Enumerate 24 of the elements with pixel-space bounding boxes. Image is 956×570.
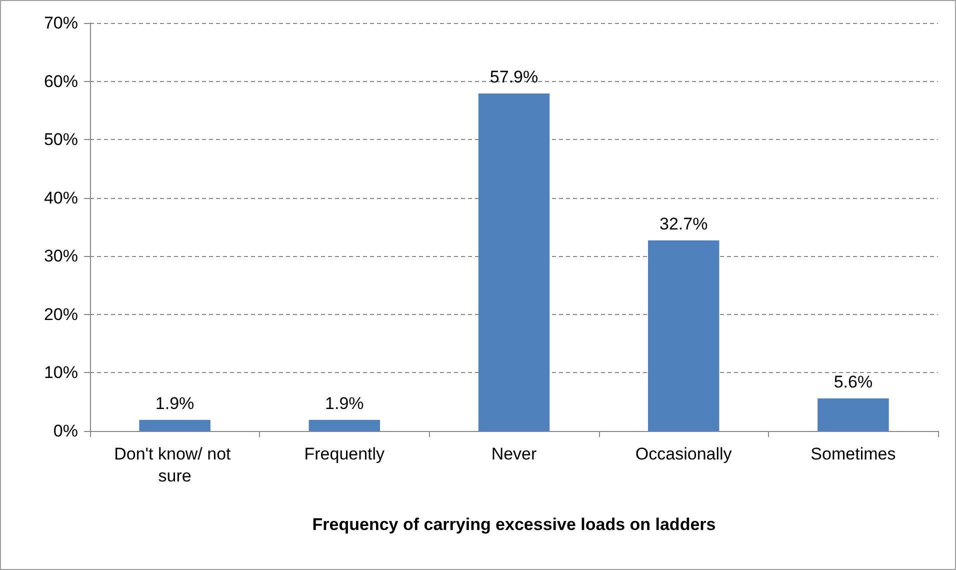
data-label: 57.9% [490, 68, 538, 87]
bar [818, 398, 889, 431]
y-tick-label: 10% [44, 363, 78, 382]
y-tick-label: 50% [44, 130, 78, 150]
y-tick-label: 70% [44, 14, 78, 32]
x-tick-label: Sometimes [810, 444, 896, 464]
data-label: 1.9% [325, 394, 364, 413]
y-tick-label: 40% [44, 188, 78, 208]
bar [478, 94, 550, 431]
data-label: 5.6% [834, 372, 873, 392]
bar [308, 420, 380, 431]
x-tick-label: Never [491, 444, 538, 464]
x-tick-label: Don't know/ not sure [114, 444, 236, 486]
x-tick-label: Frequently [304, 444, 386, 464]
y-tick-label: 0% [53, 422, 78, 440]
data-label: 32.7% [660, 214, 708, 234]
data-label: 1.9% [155, 394, 194, 413]
bar [139, 420, 210, 431]
y-tick-label: 30% [44, 246, 78, 266]
x-tick-label: Occasionally [635, 444, 732, 464]
y-tick-label: 60% [44, 72, 78, 91]
bar [648, 240, 720, 431]
x-axis-title: Frequency of carrying excessive loads on ladders [312, 515, 716, 534]
y-tick-label: 20% [44, 304, 78, 324]
